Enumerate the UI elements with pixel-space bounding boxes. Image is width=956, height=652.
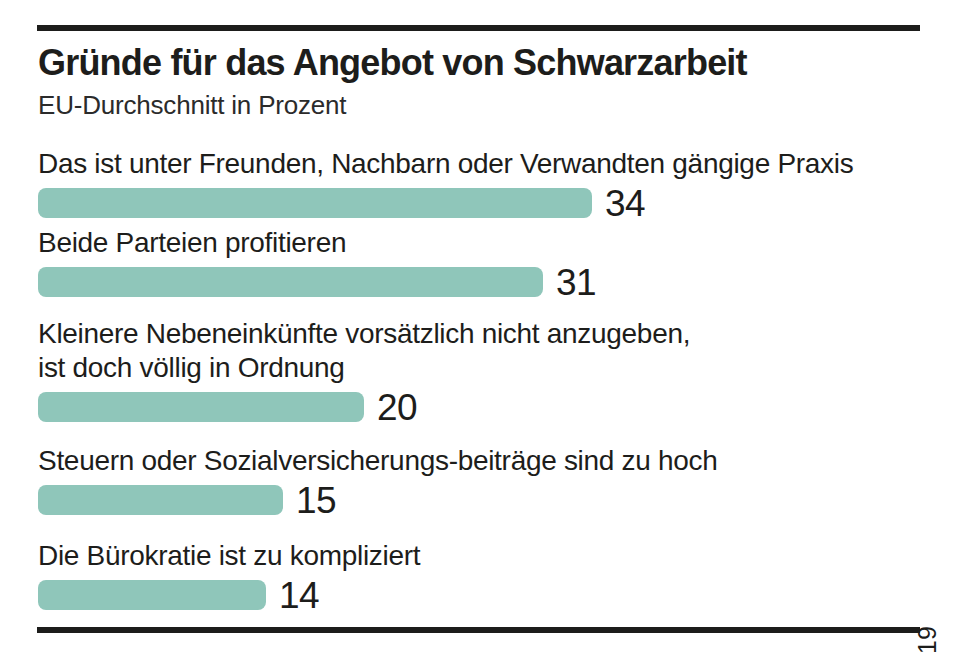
bar-label: Steuern oder Sozialversicherungs-beiträg…: [38, 444, 920, 478]
chart-subtitle: EU-Durchschnitt in Prozent: [38, 89, 956, 121]
bar-line: 14: [38, 580, 920, 610]
bar-value: 15: [296, 482, 336, 519]
bar-value: 34: [605, 185, 645, 222]
chart-header: Gründe für das Angebot von Schwarzarbeit…: [38, 0, 956, 121]
bar-row: Kleinere Nebeneinkünfte vorsätzlich nich…: [38, 317, 920, 422]
bar-value: 20: [377, 389, 417, 426]
bar: [38, 580, 266, 610]
bottom-rule: [37, 627, 920, 633]
infographic: Gründe für das Angebot von Schwarzarbeit…: [0, 0, 956, 652]
bar-row: Das ist unter Freunden, Nachbarn oder Ve…: [38, 147, 920, 218]
bar: [38, 392, 364, 422]
bar-line: 15: [38, 485, 920, 515]
bar-row: Steuern oder Sozialversicherungs-beiträg…: [38, 444, 920, 515]
top-rule: [37, 25, 920, 31]
bar: [38, 267, 543, 297]
bar-label: Beide Parteien profitieren: [38, 226, 920, 260]
bar: [38, 188, 592, 218]
bar-value: 31: [556, 264, 596, 301]
bar-label: Das ist unter Freunden, Nachbarn oder Ve…: [38, 147, 920, 181]
bar-value: 14: [279, 577, 319, 614]
chart-title: Gründe für das Angebot von Schwarzarbeit: [38, 42, 956, 84]
bar-row: Die Bürokratie ist zu kompliziert 14: [38, 539, 920, 610]
bar-line: 20: [38, 392, 920, 422]
bar-row: Beide Parteien profitieren 31: [38, 226, 920, 297]
bar-line: 34: [38, 188, 920, 218]
bar-chart: Das ist unter Freunden, Nachbarn oder Ve…: [38, 147, 956, 610]
bar-label: Die Bürokratie ist zu kompliziert: [38, 539, 920, 573]
bar: [38, 485, 283, 515]
bar-label: Kleinere Nebeneinkünfte vorsätzlich nich…: [38, 317, 920, 385]
bar-line: 31: [38, 267, 920, 297]
